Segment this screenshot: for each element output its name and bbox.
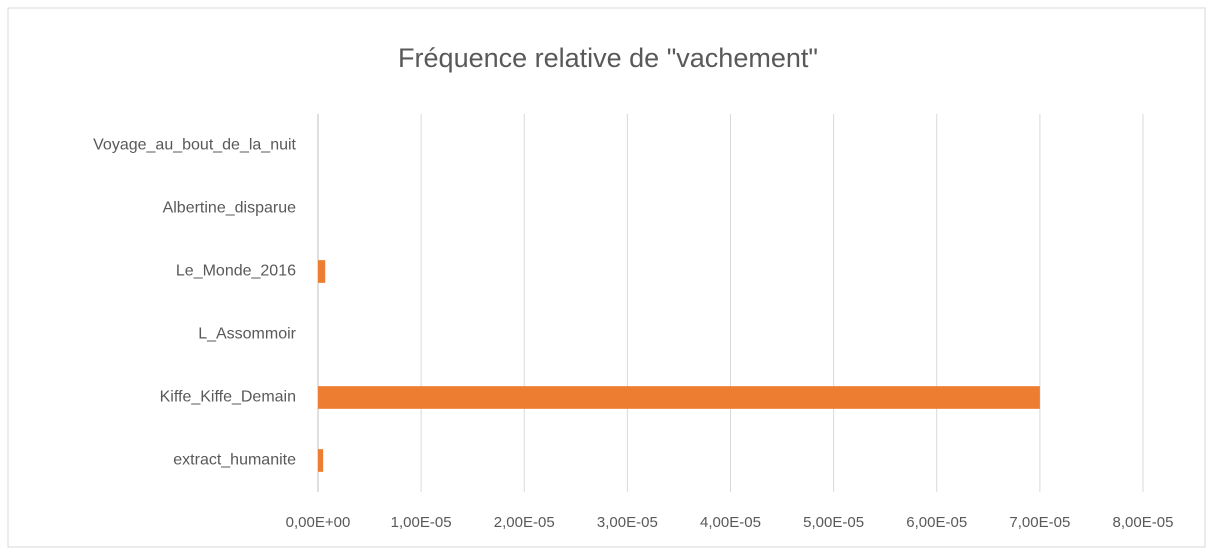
y-tick-label: L_Assommoir: [198, 326, 296, 343]
x-tick-label: 4,00E-05: [700, 514, 761, 531]
y-tick-label: extract_humanite: [173, 452, 296, 469]
bar: [318, 386, 1040, 409]
y-tick-label: Albertine_disparue: [163, 200, 297, 217]
bar: [318, 260, 326, 283]
x-tick-label: 8,00E-05: [1113, 514, 1174, 531]
bar: [318, 449, 324, 472]
chart-title: Fréquence relative de "vachement": [398, 43, 818, 73]
x-tick-label: 1,00E-05: [391, 514, 452, 531]
x-tick-label: 3,00E-05: [597, 514, 658, 531]
x-tick-label: 7,00E-05: [1009, 514, 1070, 531]
x-tick-label: 0,00E+00: [286, 514, 351, 531]
y-tick-label: Kiffe_Kiffe_Demain: [160, 389, 296, 406]
x-tick-label: 6,00E-05: [906, 514, 967, 531]
y-tick-label: Le_Monde_2016: [176, 263, 296, 280]
y-tick-label: Voyage_au_bout_de_la_nuit: [93, 137, 296, 154]
chart-border: [7, 7, 1206, 548]
x-tick-label: 5,00E-05: [803, 514, 864, 531]
x-tick-label: 2,00E-05: [494, 514, 555, 531]
